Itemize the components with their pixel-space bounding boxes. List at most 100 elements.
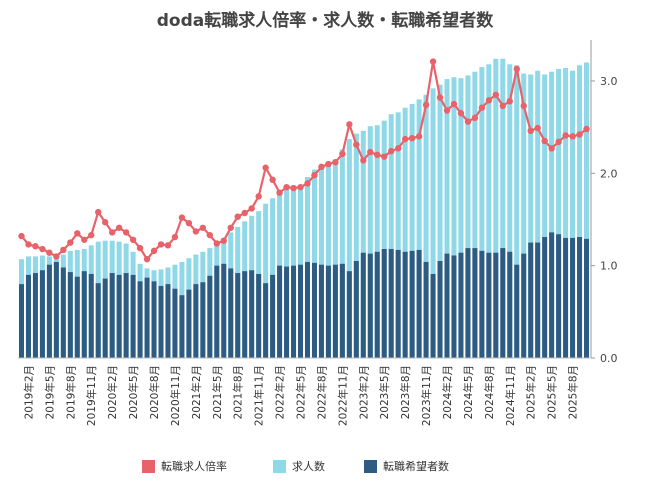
ratio-point [541,137,548,145]
ratio-point [325,160,332,168]
seekers-bar [130,274,136,358]
openings-bar [549,71,555,359]
seekers-bar [402,251,408,358]
seekers-bar [228,268,234,358]
seekers-bar [39,270,45,358]
x-axis-tick-label: 2023年11月 [420,365,433,426]
ratio-point [450,100,458,108]
openings-bar [556,68,562,358]
openings-bar [318,164,324,358]
ratio-point [304,180,311,187]
ratio-point [213,240,220,247]
seekers-bar [165,284,171,358]
ratio-point [39,245,46,253]
seekers-bar [298,264,304,358]
ratio-point [415,133,423,140]
seekers-bar [514,264,520,358]
openings-bar [367,126,373,358]
legend-label-openings: 求人数 [292,460,325,473]
seekers-bar [374,251,380,358]
seekers-bar [221,263,227,358]
ratio-point [388,147,395,155]
openings-bar [500,58,506,358]
ratio-point [95,208,102,216]
ratio-point [353,141,360,148]
seekers-bar [465,248,471,358]
x-axis-tick-label: 2025年5月 [546,365,559,419]
ratio-point [583,125,590,133]
openings-bar [430,88,436,358]
seekers-bar [584,238,590,358]
ratio-point [499,102,506,110]
openings-bar [388,114,394,358]
seekers-bar [346,271,352,358]
ratio-point [102,219,109,226]
openings-bar [563,68,569,358]
seekers-bar [291,265,297,358]
seekers-bar [353,261,359,358]
x-axis-tick-label: 2023年8月 [399,365,412,419]
seekers-bar [172,288,178,358]
seekers-bar [563,237,569,358]
openings-bar [458,78,464,359]
legend-item-seekers: 転職希望者数 [364,458,449,474]
openings-bar [451,77,457,358]
seekers-bar [311,262,317,358]
ratio-point [283,183,290,191]
ratio-point [478,104,486,111]
ratio-point [262,164,269,171]
seekers-bar [556,234,562,358]
openings-bar [521,73,527,359]
seekers-bar [549,232,555,358]
seekers-bar [388,249,394,358]
seekers-bar [158,285,164,358]
seekers-bar [521,253,527,358]
seekers-bar [577,237,583,358]
ratio-point [374,151,381,159]
legend-item-ratio: 転職求人倍率 [142,458,227,474]
ratio-point [276,189,283,196]
ratio-point [548,145,555,152]
ratio-point [408,135,416,142]
ratio-point [108,229,116,236]
ratio-point [422,101,430,109]
legend-swatch-seekers [364,459,377,473]
openings-bar [465,75,471,359]
ratio-point [297,183,304,191]
seekers-bar [270,274,276,358]
seekers-bar [409,250,415,358]
seekers-bar [18,284,24,358]
seekers-bar [332,264,338,358]
ratio-point [555,138,562,146]
ratio-point [520,102,527,110]
seekers-bar [242,271,248,358]
seekers-bar [444,253,450,358]
ratio-point [171,233,179,241]
seekers-bar [430,273,436,358]
legend-swatch-openings [273,459,286,473]
ratio-point [534,124,541,132]
seekers-bar [528,242,534,358]
openings-bar [346,139,352,358]
ratio-point [164,242,172,249]
ratio-point [88,231,95,239]
ratio-point [569,133,576,140]
openings-bar [514,65,520,359]
legend-label-ratio: 転職求人倍率 [161,460,227,473]
ratio-point [360,157,367,164]
ratio-point [25,241,32,248]
seekers-bar [151,281,157,358]
ratio-point [290,184,297,192]
openings-bar [409,104,415,358]
seekers-bar [416,249,422,358]
seekers-bar [535,242,541,358]
x-axis-tick-label: 2023年2月 [357,365,370,419]
ratio-point [220,237,227,244]
openings-bar [395,112,401,358]
seekers-bar [507,251,513,358]
ratio-point [527,127,534,135]
right-axis-tick-label: 0.0 [600,352,618,365]
ratio-point [464,118,472,125]
seekers-bar [116,274,122,358]
ratio-point [401,135,409,143]
